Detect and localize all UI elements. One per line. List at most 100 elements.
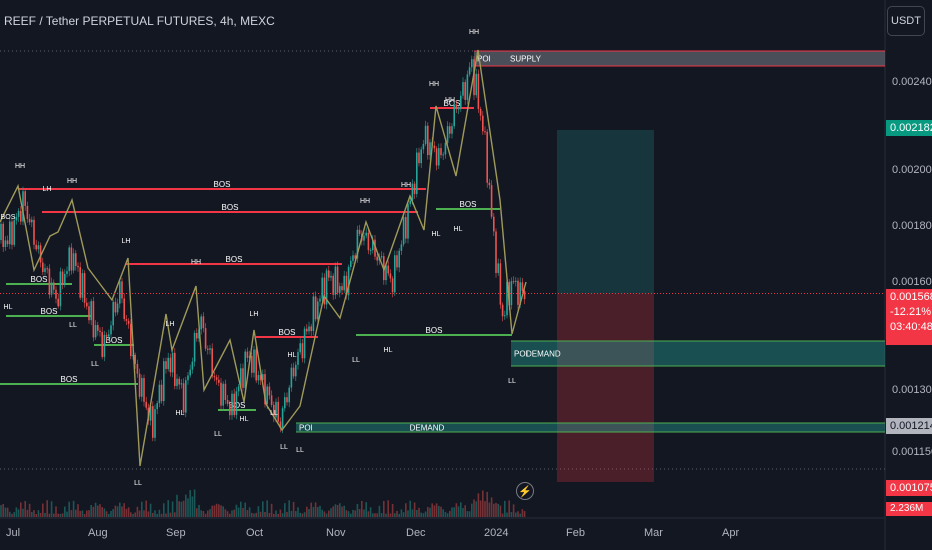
volume-bar — [229, 513, 231, 517]
volume-bar — [64, 506, 66, 517]
candle-body — [119, 281, 121, 304]
candle-body — [457, 108, 460, 110]
currency-button[interactable]: USDT — [887, 6, 925, 36]
lightning-icon[interactable]: ⚡ — [516, 482, 534, 500]
candle-body — [222, 383, 224, 406]
volume-bar — [484, 501, 486, 517]
candle-body — [303, 328, 306, 359]
volume-bar — [455, 503, 458, 517]
volume-bar — [378, 505, 381, 517]
volume-bar — [156, 513, 158, 517]
time-tick: Oct — [246, 527, 264, 539]
volume-bar — [20, 502, 22, 517]
volume-bar — [37, 510, 40, 517]
candle-body — [233, 393, 235, 416]
volume-bar — [308, 509, 310, 517]
volume-bar — [218, 504, 220, 517]
candle-body — [466, 74, 469, 100]
volume-bar — [389, 513, 392, 517]
candle-body — [112, 301, 114, 326]
volume-bar — [259, 511, 262, 517]
volume-bar — [226, 511, 229, 517]
volume-bar — [506, 512, 508, 517]
candle-body — [53, 282, 55, 290]
candle-body — [295, 364, 297, 377]
volume-bar — [517, 511, 519, 517]
zone-poi-label: POI — [299, 424, 313, 433]
volume-badge: 2.236M — [886, 502, 932, 516]
candle-body — [435, 148, 438, 166]
candle-body — [455, 104, 458, 110]
candle-body — [363, 235, 365, 241]
volume-bar — [143, 510, 145, 517]
candle-body — [365, 232, 367, 236]
swing-label: LL — [508, 378, 516, 385]
candle-body — [235, 391, 238, 416]
volume-bar — [266, 500, 268, 517]
time-tick: Nov — [326, 527, 346, 539]
volume-bar — [224, 509, 227, 517]
swing-zigzag-line — [0, 49, 527, 467]
volume-bar — [26, 509, 29, 517]
candle-body — [229, 403, 231, 416]
volume-bar — [413, 502, 416, 517]
candle-body — [266, 386, 268, 405]
volume-bar — [453, 507, 455, 517]
volume-bar — [387, 500, 389, 517]
volume-bar — [185, 494, 187, 517]
candle-body — [510, 281, 513, 306]
candle-body — [299, 343, 301, 353]
volume-bar — [15, 507, 18, 517]
volume-bar — [70, 510, 73, 517]
volume-bar — [273, 513, 275, 517]
volume-bar — [92, 506, 95, 517]
demand-zone — [296, 423, 885, 432]
volume-bar — [323, 511, 326, 517]
swing-label: LL — [280, 444, 288, 451]
bos-label: BOS — [41, 307, 58, 316]
volume-bar — [33, 510, 35, 517]
volume-bar — [149, 503, 152, 517]
candle-body — [0, 223, 2, 240]
candle-body — [103, 334, 106, 357]
volume-bar — [127, 507, 130, 517]
volume-bar — [400, 509, 403, 517]
swing-label: LL — [352, 357, 360, 364]
volume-bar — [167, 500, 169, 517]
volume-bar — [136, 506, 139, 517]
time-tick: 2024 — [484, 527, 509, 539]
volume-bar — [17, 509, 20, 517]
swing-label: LL — [214, 431, 222, 438]
volume-bar — [50, 501, 53, 517]
candle-body — [484, 131, 486, 133]
volume-bar — [68, 501, 70, 517]
volume-bar — [110, 510, 112, 517]
candle-body — [255, 349, 257, 381]
volume-bar — [182, 500, 185, 517]
volume-bar — [398, 513, 400, 517]
candle-body — [59, 271, 62, 307]
supply-zone — [474, 51, 885, 66]
volume-bar — [449, 510, 451, 517]
candle-body — [35, 244, 37, 250]
bos-label: BOS — [226, 255, 243, 264]
candle-body — [123, 298, 125, 320]
volume-bar — [501, 513, 504, 517]
candle-body — [444, 142, 447, 155]
volume-bar — [339, 503, 341, 517]
candle-body — [281, 408, 284, 429]
volume-bar — [198, 504, 200, 517]
bos-label: BOS — [106, 336, 123, 345]
candle-body — [251, 355, 253, 373]
candle-body — [99, 330, 101, 333]
candle-body — [453, 104, 455, 127]
candle-body — [4, 240, 7, 248]
volume-bar — [290, 510, 293, 517]
candle-body — [215, 377, 218, 380]
candle-body — [486, 131, 488, 183]
volume-bar — [66, 511, 68, 517]
candle-body — [189, 369, 191, 376]
volume-bar — [297, 507, 299, 517]
volume-bar — [46, 500, 48, 517]
